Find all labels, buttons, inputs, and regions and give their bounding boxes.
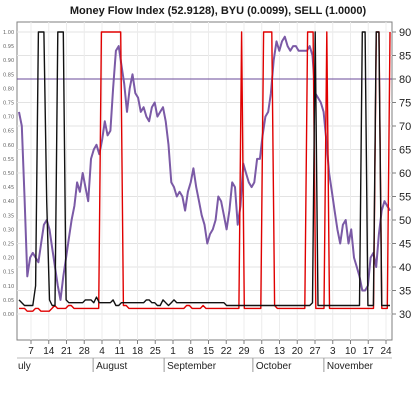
right-tick-label: 45	[399, 239, 411, 251]
x-tick-label: 7	[28, 346, 34, 357]
month-label: September	[167, 361, 217, 372]
series-line-2	[18, 31, 390, 307]
right-tick-label: 65	[399, 145, 411, 157]
right-tick-label: 90	[399, 27, 411, 39]
left-tick-label: 0.70	[3, 115, 14, 121]
month-label: October	[256, 361, 292, 372]
right-tick-label: 55	[399, 192, 411, 204]
x-tick-label: 3	[330, 346, 336, 357]
left-tick-label: 0.30	[3, 227, 14, 233]
x-tick-label: 15	[203, 346, 215, 357]
series-line-1	[19, 31, 391, 312]
grid-lines	[17, 22, 392, 340]
x-tick-label: 20	[292, 346, 304, 357]
month-label: November	[327, 361, 374, 372]
right-tick-label: 40	[399, 262, 411, 274]
month-label: August	[96, 361, 127, 372]
left-tick-label: 0.00	[3, 312, 14, 318]
right-tick-label: 75	[399, 98, 411, 110]
x-tick-label: 29	[238, 346, 250, 357]
left-tick-label: 0.55	[3, 157, 14, 163]
x-tick-label: 18	[132, 346, 144, 357]
left-tick-label: 0.85	[3, 72, 14, 78]
month-label: uly	[18, 361, 31, 372]
x-tick-label: 24	[380, 346, 392, 357]
left-tick-label: 0.35	[3, 213, 14, 219]
series-layer	[18, 31, 391, 312]
left-tick-label: 0.15	[3, 270, 14, 276]
x-tick-label: 27	[309, 346, 321, 357]
left-axis: 1.00 0.95 0.90 0.85 0.80 0.75 0.70 0.65 0.60 0.55…	[3, 30, 14, 318]
x-tick-label: 28	[79, 346, 91, 357]
x-tick-label: 13	[274, 346, 286, 357]
x-tick-label: 21	[61, 346, 73, 357]
left-tick-label: 0.80	[3, 86, 14, 92]
right-tick-label: 70	[399, 121, 411, 133]
left-tick-label: 0.05	[3, 298, 14, 304]
chart-title: Money Flow Index (52.9128), BYU (0.0099)…	[70, 5, 367, 17]
x-tick-label: 25	[150, 346, 162, 357]
x-tick-label: 1	[170, 346, 176, 357]
x-tick-label: 8	[188, 346, 194, 357]
right-tick-label: 60	[399, 168, 411, 180]
right-axis: 90 85 80 75 70 65 60 55 50 45 40 35 30	[392, 27, 411, 321]
left-tick-label: 0.60	[3, 143, 14, 149]
left-tick-label: 0.45	[3, 185, 14, 191]
plot-frame	[16, 21, 393, 341]
left-tick-label: 0.40	[3, 199, 14, 205]
x-tick-label: 22	[221, 346, 233, 357]
right-tick-label: 80	[399, 74, 411, 86]
x-tick-label: 11	[115, 346, 126, 357]
x-tick-label: 4	[99, 346, 105, 357]
left-tick-label: 0.10	[3, 284, 14, 290]
left-tick-label: 1.00	[3, 30, 14, 36]
x-tick-label: 6	[259, 346, 265, 357]
right-tick-label: 50	[399, 215, 411, 227]
left-tick-label: 0.95	[3, 44, 14, 50]
right-tick-label: 35	[399, 286, 411, 298]
right-tick-label: 30	[399, 309, 411, 321]
left-tick-label: 0.25	[3, 242, 14, 248]
x-tick-label: 17	[363, 346, 375, 357]
right-tick-label: 85	[399, 51, 411, 63]
left-tick-label: 0.75	[3, 101, 14, 107]
left-tick-label: 0.90	[3, 58, 14, 64]
left-tick-label: 0.20	[3, 256, 14, 262]
left-tick-label: 0.65	[3, 129, 14, 135]
x-tick-label: 10	[345, 346, 357, 357]
left-tick-label: 0.50	[3, 171, 14, 177]
x-tick-label: 14	[43, 346, 55, 357]
